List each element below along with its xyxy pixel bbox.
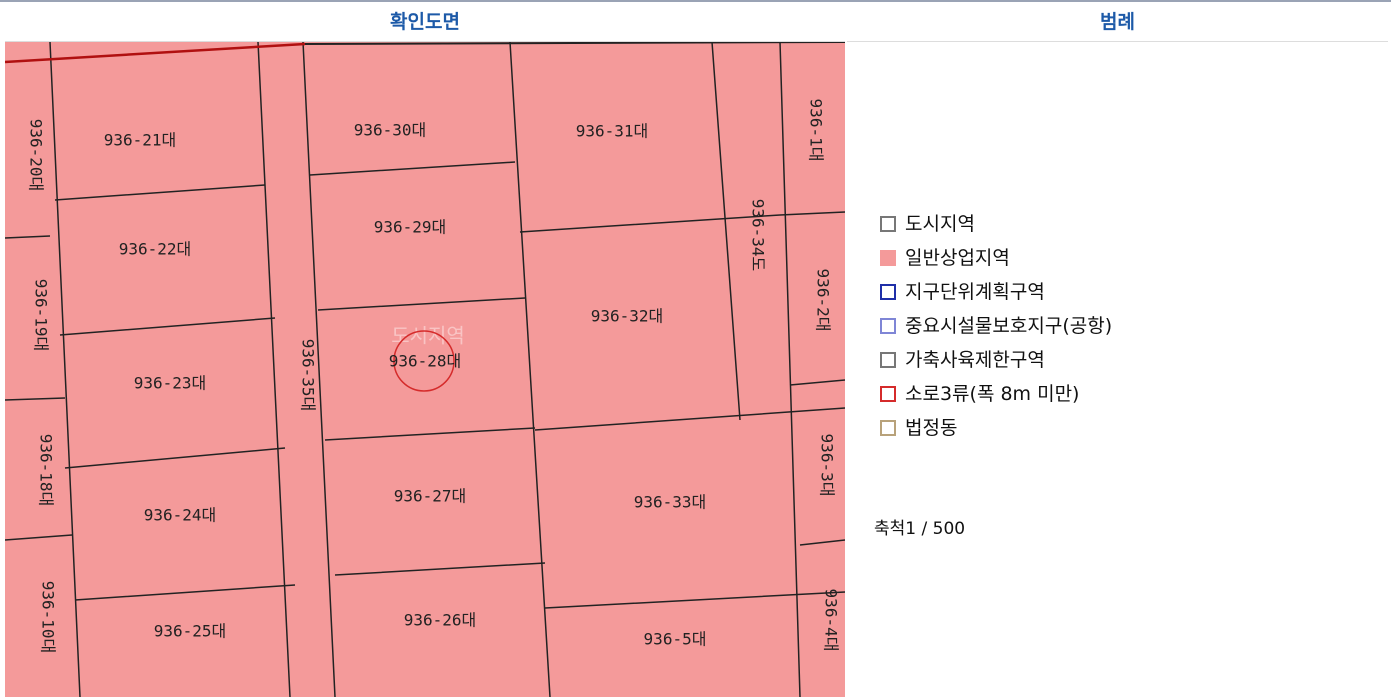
legend-label: 중요시설물보호지구(공항): [905, 315, 1113, 337]
map-header: 확인도면: [5, 3, 845, 42]
parcel-label: 936-26대: [404, 611, 477, 630]
scale: 축척1 / 500: [874, 519, 966, 539]
parcel-label: 936-21대: [104, 131, 177, 150]
legend-swatch: [880, 352, 896, 368]
legend-item: 가축사육제한구역: [880, 348, 1045, 372]
parcel-label: 936-25대: [154, 622, 227, 641]
legend-item: 지구단위계획구역: [880, 280, 1045, 304]
map-background: [5, 42, 845, 697]
selected-parcel: [393, 330, 455, 392]
parcel-label: 936-20대: [27, 119, 46, 192]
parcel-label: 936-18대: [37, 434, 56, 507]
parcel-label: 936-29대: [374, 218, 447, 237]
legend-header: 범례: [847, 3, 1388, 42]
legend-item: 법정동: [880, 416, 957, 440]
parcel-label: 936-24대: [144, 506, 217, 525]
parcel-label: 936-32대: [591, 307, 664, 326]
legend-swatch: [880, 250, 896, 266]
parcel-label: 936-10대: [39, 581, 58, 654]
road-line: [5, 42, 306, 64]
parcel-label: 936-27대: [394, 487, 467, 506]
parcel-labels: 936-21대 936-30대 936-31대 936-1대 936-20대 936-22…: [27, 99, 841, 654]
parcel-lines: [5, 42, 845, 697]
legend-label: 도시지역: [905, 213, 975, 235]
legend-swatch: [880, 216, 896, 232]
legend-swatch: [880, 420, 896, 436]
legend-item: 도시지역: [880, 212, 975, 236]
boundary-line: [304, 42, 845, 45]
parcel-label: 936-4대: [822, 589, 841, 652]
legend-swatch: [880, 318, 896, 334]
legend-swatch: [880, 386, 896, 402]
parcel-label: 936-28대: [389, 352, 462, 371]
parcel-label: 936-19대: [32, 279, 51, 352]
top-border: [0, 0, 1391, 2]
parcel-label: 936-23대: [134, 374, 207, 393]
legend-swatch: [880, 284, 896, 300]
parcel-label: 936-31대: [576, 122, 649, 141]
legend-label: 소로3류(폭 8m 미만): [905, 383, 1080, 405]
parcel-label: 936-3대: [818, 434, 837, 497]
legend-item: 일반상업지역: [880, 246, 1010, 270]
legend-label: 가축사육제한구역: [905, 349, 1045, 371]
parcel-label: 936-2대: [814, 269, 833, 332]
parcel-label: 936-22대: [119, 240, 192, 259]
parcel-label: 936-34도: [749, 199, 768, 272]
legend-item: 소로3류(폭 8m 미만): [880, 382, 1079, 406]
parcel-label: 936-33대: [634, 493, 707, 512]
parcel-label: 936-30대: [354, 121, 427, 140]
parcel-label: 936-5대: [644, 630, 707, 649]
legend-label: 지구단위계획구역: [905, 281, 1045, 303]
legend-label: 법정동: [905, 417, 958, 439]
parcel-label: 936-1대: [807, 99, 826, 162]
legend-label: 일반상업지역: [905, 247, 1010, 269]
legend-item: 중요시설물보호지구(공항): [880, 314, 1112, 338]
watermark: 도시지역: [391, 324, 465, 348]
parcel-label: 936-35대: [299, 339, 318, 412]
